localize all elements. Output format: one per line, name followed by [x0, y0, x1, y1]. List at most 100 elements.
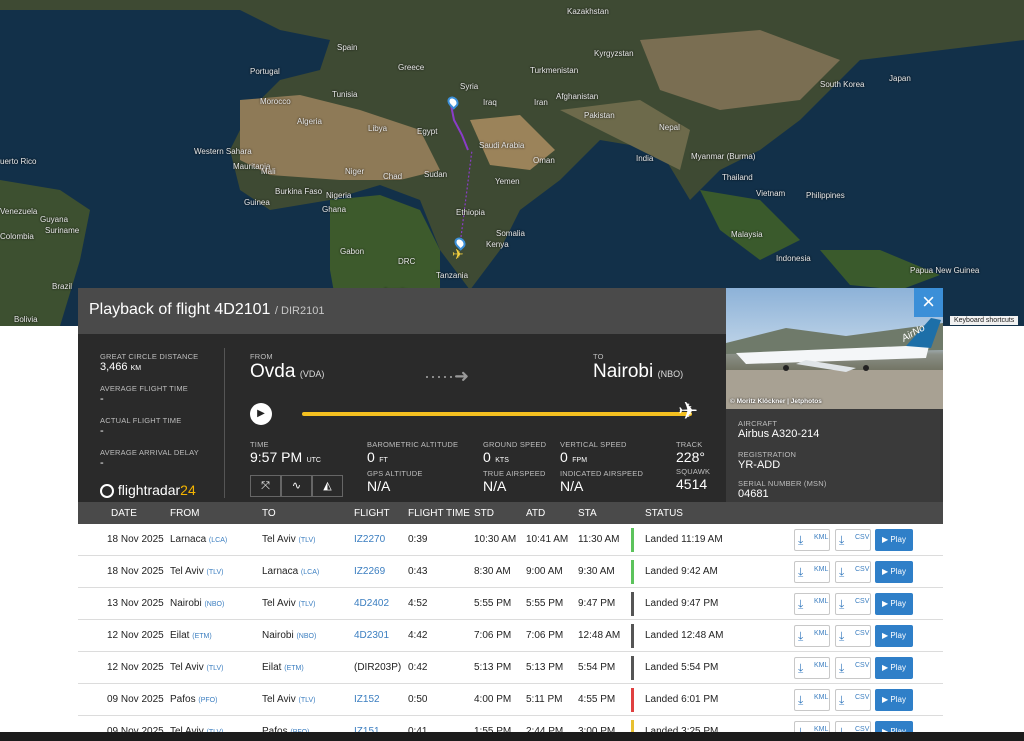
row-date: 09 Nov 2025	[107, 694, 164, 705]
playback-progress-bar[interactable]	[302, 412, 692, 416]
col-from: FROM	[170, 508, 200, 519]
csv-download-button[interactable]: ⤓CSV	[835, 593, 871, 615]
row-flight-link[interactable]: 4D2301	[354, 630, 390, 641]
row-status: Landed 6:01 PM	[645, 694, 719, 705]
kml-download-button[interactable]: ⤓KML	[794, 657, 830, 679]
row-sta: 9:47 PM	[578, 598, 616, 609]
actual-flight-time-label: ACTUAL FLIGHT TIME	[100, 416, 182, 425]
map-label: Western Sahara	[194, 147, 252, 156]
row-flight-link[interactable]: IZ2270	[354, 534, 386, 545]
route-view-button[interactable]: ∿	[281, 475, 312, 497]
to-airport: Nairobi (NBO)	[593, 361, 684, 382]
distance-value: 3,466 KM	[100, 361, 142, 373]
map-label: Spain	[337, 43, 358, 52]
gps-alt-value: N/A	[367, 478, 391, 494]
squawk-label: SQUAWK	[676, 467, 711, 476]
aircraft-icon[interactable]: ✈	[452, 246, 464, 262]
map-label: Burkina Faso	[275, 187, 323, 196]
row-atd: 2:44 PM	[526, 726, 563, 737]
download-icon: ⤓	[798, 597, 804, 611]
row-std: 7:06 PM	[474, 630, 512, 641]
row-to: Tel Aviv (TLV)	[262, 694, 316, 705]
play-flight-button[interactable]: ▶ Play	[875, 529, 913, 551]
close-button[interactable]: ×	[914, 288, 943, 317]
csv-download-button[interactable]: ⤓CSV	[835, 625, 871, 647]
row-status: Landed 3:25 PM	[645, 726, 718, 737]
csv-download-button[interactable]: ⤓CSV	[835, 561, 871, 583]
flight-number: 4D2101	[214, 301, 271, 318]
altitude-graph-button[interactable]: ◭	[312, 475, 343, 497]
map-label: Somalia	[496, 229, 525, 238]
play-flight-button[interactable]: ▶ Play	[875, 689, 913, 711]
map-label: Kazakhstan	[567, 7, 609, 16]
aircraft-photo[interactable]: AirNo © Moritz Klöckner | Jetphotos	[726, 288, 943, 409]
col-sta: STA	[578, 508, 597, 519]
map-label: Turkmenistan	[530, 66, 579, 75]
map-label: Greece	[398, 63, 425, 72]
map-label: Pakistan	[584, 111, 615, 120]
map-label: Mali	[261, 167, 276, 176]
play-flight-button[interactable]: ▶ Play	[875, 561, 913, 583]
row-to: Tel Aviv (TLV)	[262, 598, 316, 609]
kml-download-button[interactable]: ⤓KML	[794, 625, 830, 647]
playback-panel: Playback of flight 4D2101 / DIR2101 GREA…	[78, 288, 943, 741]
map-label: Japan	[889, 74, 911, 83]
map-label: Nigeria	[326, 191, 352, 200]
fit-view-button[interactable]: ⤧	[250, 475, 281, 497]
map-label: Kenya	[486, 240, 509, 249]
map-label: Saudi Arabia	[479, 141, 525, 150]
route-arrow-icon: ·····➜	[424, 366, 470, 386]
row-from: Pafos (PFO)	[170, 694, 218, 705]
map-label: Guinea	[244, 198, 270, 207]
play-flight-button[interactable]: ▶ Play	[875, 657, 913, 679]
kml-download-button[interactable]: ⤓KML	[794, 689, 830, 711]
indicated-airspeed-label: INDICATED AIRSPEED	[560, 469, 644, 478]
map-label: Sudan	[424, 170, 448, 179]
col-to: TO	[262, 508, 276, 519]
csv-download-button[interactable]: ⤓CSV	[835, 689, 871, 711]
kml-download-button[interactable]: ⤓KML	[794, 529, 830, 551]
table-row: 09 Nov 2025 Pafos (PFO) Tel Aviv (TLV) IZ15…	[78, 684, 943, 716]
map-label: Iran	[534, 98, 548, 107]
map-view[interactable]: ✈ Kazakhstan Kyrgyzstan Spain Turkmenistan P…	[0, 0, 1024, 326]
from-label: FROM	[250, 352, 273, 361]
row-to: Eilat (ETM)	[262, 662, 304, 673]
download-icon: ⤓	[839, 693, 845, 707]
aircraft-info: AIRCRAFT Airbus A320-214 REGISTRATION YR…	[726, 409, 943, 502]
col-date: DATE	[111, 508, 137, 519]
csv-download-button[interactable]: ⤓CSV	[835, 529, 871, 551]
playback-plane-icon[interactable]: ✈	[678, 398, 699, 425]
map-label: Indonesia	[776, 254, 811, 263]
row-atd: 5:13 PM	[526, 662, 564, 673]
row-date: 18 Nov 2025	[107, 566, 164, 577]
map-label: Brazil	[52, 282, 73, 291]
map-label: Venezuela	[0, 207, 38, 216]
csv-download-button[interactable]: ⤓CSV	[835, 657, 871, 679]
keyboard-shortcuts-link[interactable]: Keyboard shortcuts	[950, 316, 1019, 325]
kml-download-button[interactable]: ⤓KML	[794, 593, 830, 615]
status-indicator	[631, 528, 634, 552]
map-label: Malaysia	[731, 230, 763, 239]
row-date: 13 Nov 2025	[107, 598, 164, 609]
map-label: Papua New Guinea	[910, 266, 980, 275]
download-icon: ⤓	[839, 629, 845, 643]
row-flight-link[interactable]: IZ152	[354, 694, 380, 705]
kml-download-button[interactable]: ⤓KML	[794, 561, 830, 583]
col-std: STD	[474, 508, 494, 519]
download-icon: ⤓	[798, 565, 804, 579]
distance-label: GREAT CIRCLE DISTANCE	[100, 352, 199, 361]
row-sta: 11:30 AM	[578, 534, 620, 545]
row-to: Larnaca (LCA)	[262, 566, 320, 577]
row-atd: 5:55 PM	[526, 598, 564, 609]
row-std: 10:30 AM	[474, 534, 517, 545]
map-label: Morocco	[260, 97, 291, 106]
row-flight-link[interactable]: IZ151	[354, 726, 380, 737]
play-button[interactable]: ▶	[250, 403, 272, 425]
play-flight-button[interactable]: ▶ Play	[875, 625, 913, 647]
row-date: 09 Nov 2025	[107, 726, 164, 737]
play-flight-button[interactable]: ▶ Play	[875, 593, 913, 615]
row-flight-link[interactable]: IZ2269	[354, 566, 386, 577]
row-flight-link[interactable]: 4D2402	[354, 598, 390, 609]
map-label: Tanzania	[436, 271, 469, 280]
aircraft-value: Airbus A320-214	[738, 428, 820, 440]
